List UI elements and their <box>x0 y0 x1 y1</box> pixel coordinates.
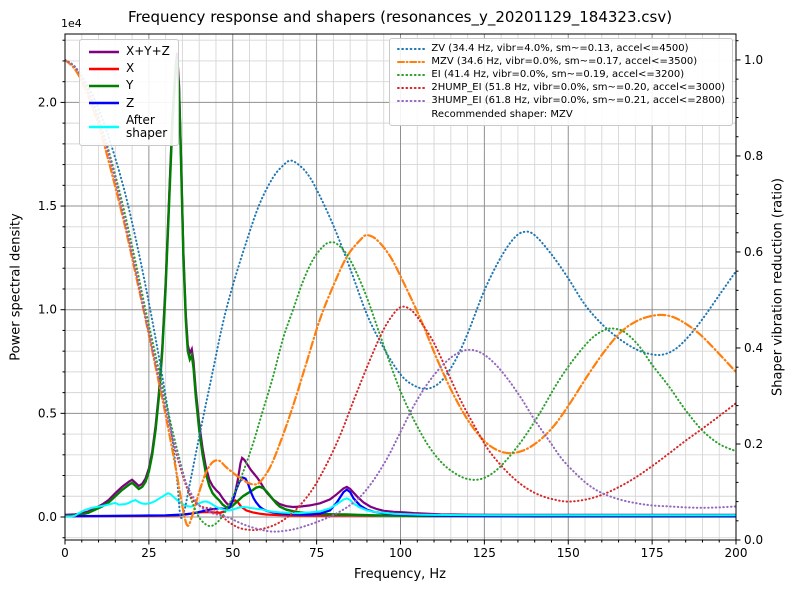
legend-item-zv: ZV (34.4 Hz, vibr=4.0%, sm~=0.13, accel<… <box>397 43 725 54</box>
legend-item-x-y-z: X+Y+Z <box>88 44 170 58</box>
x-axis-label: Frequency, Hz <box>353 567 447 582</box>
x-tick-label: 125 <box>473 546 496 560</box>
x-tick-label: 200 <box>725 546 748 560</box>
legend-psd: X+Y+Z X Y Z After shaper <box>79 39 179 147</box>
legend-item-y: Y <box>88 79 170 92</box>
legend-line-sample <box>397 99 426 102</box>
legend-line-sample <box>89 67 119 71</box>
legend-item-x: X <box>88 61 170 76</box>
tick-labels: 0 25 50 75 100 125 150 175 2000.00.51.01.52.00.0… <box>38 53 763 560</box>
y-right-tick-label: 0.0 <box>744 533 763 547</box>
legend-line-sample <box>397 73 426 76</box>
series-y <box>65 58 736 518</box>
legend-item-label: Y <box>126 78 134 93</box>
y-right-tick-label: 0.6 <box>744 245 763 259</box>
y-right-tick-label: 0.2 <box>744 437 763 451</box>
series-ei <box>65 58 736 528</box>
x-tick-label: 75 <box>309 546 324 560</box>
y-left-tick-label: 2.0 <box>38 95 57 109</box>
x-tick-label: 150 <box>557 546 580 560</box>
y-left-tick-label: 0.5 <box>38 406 57 420</box>
x-tick-label: 0 <box>61 546 69 560</box>
legend-recommended-shaper: Recommended shaper: MZV <box>431 109 573 120</box>
legend-shapers: ZV (34.4 Hz, vibr=4.0%, sm~=0.13, accel<… <box>389 38 733 126</box>
x-tick-label: 25 <box>141 546 156 560</box>
series-mzv <box>65 58 736 527</box>
legend-item-label: After shaper <box>126 112 168 140</box>
y-left-tick-label: 1.0 <box>38 303 57 317</box>
x-tick-label: 100 <box>389 546 412 560</box>
y-right-tick-label: 0.8 <box>744 149 763 163</box>
axis-ticks <box>60 39 741 545</box>
legend-item-label: MZV (34.6 Hz, vibr=0.0%, sm~=0.17, accel… <box>431 56 698 67</box>
y-left-tick-label: 1.5 <box>38 199 57 213</box>
series-3hump-ei <box>65 58 736 533</box>
legend-item-after-shaper: After shaper <box>88 112 170 140</box>
y-right-tick-label: 0.4 <box>744 341 763 355</box>
legend-item-mzv: MZV (34.6 Hz, vibr=0.0%, sm~=0.17, accel… <box>397 56 725 67</box>
legend-item-label: EI (41.4 Hz, vibr=0.0%, sm~=0.19, accel<… <box>431 69 685 80</box>
legend-item-3hump-ei: 3HUMP_EI (61.8 Hz, vibr=0.0%, sm~=0.21, … <box>397 95 725 106</box>
legend-item-label: ZV (34.4 Hz, vibr=4.0%, sm~=0.13, accel<… <box>431 43 689 54</box>
legend-item-label: 2HUMP_EI (51.8 Hz, vibr=0.0%, sm~=0.20, … <box>431 82 725 93</box>
legend-item-2hump-ei: 2HUMP_EI (51.8 Hz, vibr=0.0%, sm~=0.20, … <box>397 82 725 93</box>
chart-title: Frequency response and shapers (resonanc… <box>127 8 673 26</box>
y-right-tick-label: 1.0 <box>744 53 763 67</box>
legend-line-sample <box>397 86 426 89</box>
x-tick-label: 175 <box>641 546 664 560</box>
legend-line-sample <box>397 47 426 50</box>
y-axis-left-label: Power spectral density <box>8 213 24 361</box>
legend-item-label: Z <box>126 95 135 110</box>
legend-item-label: X+Y+Z <box>126 44 170 58</box>
legend-line-sample <box>89 50 119 53</box>
legend-line-sample <box>89 84 119 88</box>
legend-item-z: Z <box>88 95 170 110</box>
legend-line-sample <box>397 60 426 63</box>
legend-item-label: 3HUMP_EI (61.8 Hz, vibr=0.0%, sm~=0.21, … <box>431 95 725 106</box>
legend-item-label: X <box>126 61 135 76</box>
x-tick-label: 50 <box>225 546 240 560</box>
y-axis-right-label: Shaper vibration reduction (ratio) <box>770 178 786 396</box>
y-axis-offset-label: 1e4 <box>61 17 82 30</box>
legend-line-sample <box>89 125 119 129</box>
series-zv <box>65 58 736 519</box>
series-group <box>65 52 736 533</box>
y-left-tick-label: 0.0 <box>38 510 57 524</box>
legend-item-ei: EI (41.4 Hz, vibr=0.0%, sm~=0.19, accel<… <box>397 69 725 80</box>
legend-line-sample <box>89 101 119 105</box>
